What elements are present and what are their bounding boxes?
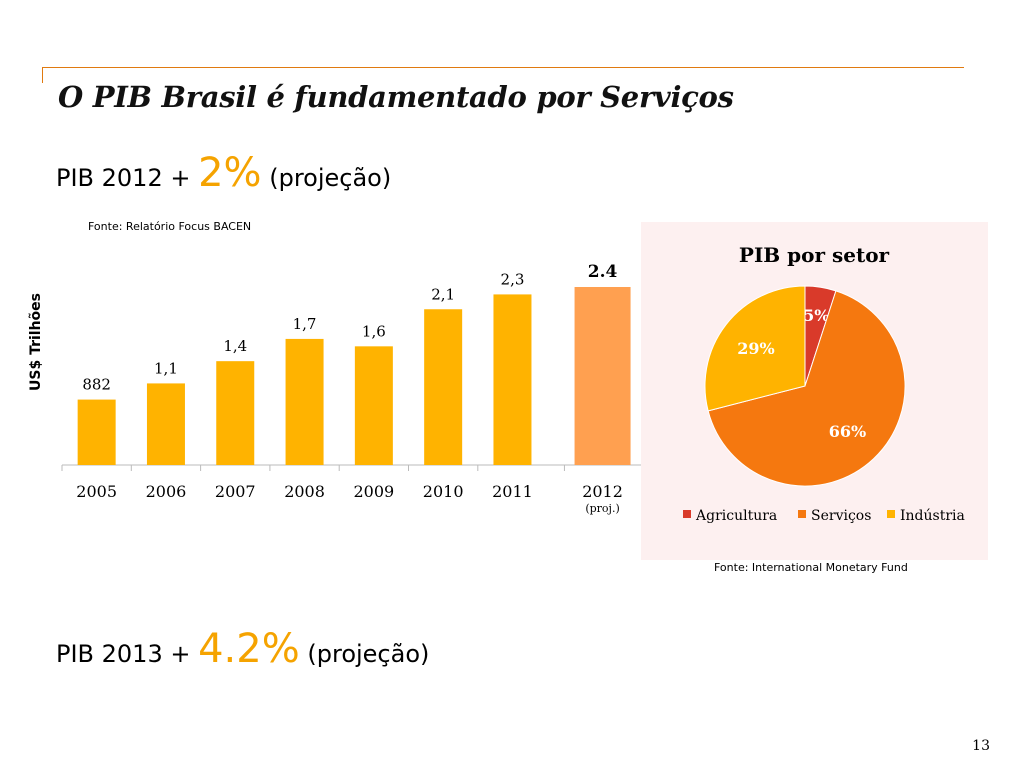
pie-chart: PIB por setor 5% 66% 29% Agricultura Serviços… <box>683 243 965 524</box>
pib-2013-suffix: (projeção) <box>307 640 430 668</box>
bar-2006 <box>146 383 185 465</box>
bar-chart-source: Fonte: Relatório Focus BACEN <box>88 220 252 233</box>
pie-data-label-agricultura: 5% <box>803 306 829 325</box>
pie-data-label-indústria: 29% <box>737 339 774 358</box>
y-axis-label: US$ Trilhões <box>28 293 44 391</box>
pib-2012-line: PIB 2012 + 2% (projeção) <box>56 150 391 196</box>
bar-2005 <box>77 399 116 465</box>
bar-2011 <box>493 294 532 465</box>
legend-swatch-agricultura <box>683 510 691 518</box>
legend-label-indústria: Indústria <box>900 508 965 524</box>
pie-chart-panel: PIB por setor 5% 66% 29% Agricultura Serviços… <box>641 222 988 560</box>
page-title: O PIB Brasil é fundamentado por Serviços <box>58 80 734 114</box>
x-tick-label-2005: 2005 <box>76 482 117 501</box>
bar-data-label-2006: 1,1 <box>154 359 178 377</box>
x-tick-label-2008: 2008 <box>284 482 325 501</box>
bar-data-label-2010: 2,1 <box>431 285 455 303</box>
bar-data-label-2007: 1,4 <box>223 337 247 355</box>
bar-chart: US$ Trilhões 882 2005 1,1 2006 1,4 2007 1,7 2008… <box>28 262 659 515</box>
bar-data-label-2005: 882 <box>82 376 111 394</box>
pib-2012-prefix: PIB 2012 + <box>56 164 191 192</box>
pib-2012-value: 2% <box>198 150 262 196</box>
bar-2012 <box>574 287 631 465</box>
bar-2008 <box>285 338 324 465</box>
pie-slice-serviços <box>707 290 906 487</box>
pie-title: PIB por setor <box>739 243 890 267</box>
page-number: 13 <box>972 738 990 754</box>
pib-2013-value: 4.2% <box>198 626 300 672</box>
legend-label-serviços: Serviços <box>811 508 871 524</box>
pie-chart-source: Fonte: International Monetary Fund <box>714 561 908 574</box>
bar-2010 <box>424 309 463 465</box>
title-rule-vertical <box>42 67 43 83</box>
pie-data-label-serviços: 66% <box>829 422 866 441</box>
legend-swatch-indústria <box>887 510 895 518</box>
pib-2012-suffix: (projeção) <box>269 164 392 192</box>
pie-slice-indústria <box>704 285 806 412</box>
bar-data-label-2012: 2.4 <box>588 262 618 282</box>
bar-data-label-2009: 1,6 <box>362 322 386 340</box>
x-tick-label-2006: 2006 <box>146 482 187 501</box>
legend-label-agricultura: Agricultura <box>695 508 777 524</box>
pib-2013-prefix: PIB 2013 + <box>56 640 191 668</box>
x-tick-label-2010: 2010 <box>423 482 464 501</box>
x-tick-sublabel-2012: (proj.) <box>585 502 619 515</box>
x-tick-label-2009: 2009 <box>354 482 395 501</box>
x-tick-label-2011: 2011 <box>492 482 533 501</box>
x-tick-label-2007: 2007 <box>215 482 256 501</box>
title-rule-horizontal <box>42 67 964 68</box>
x-tick-label-2012: 2012 <box>582 482 623 501</box>
legend-swatch-serviços <box>798 510 806 518</box>
bar-data-label-2008: 1,7 <box>293 315 317 333</box>
bar-2007 <box>216 361 255 465</box>
pib-2013-line: PIB 2013 + 4.2% (projeção) <box>56 626 429 672</box>
bar-2009 <box>354 346 393 465</box>
bar-data-label-2011: 2,3 <box>501 270 525 288</box>
